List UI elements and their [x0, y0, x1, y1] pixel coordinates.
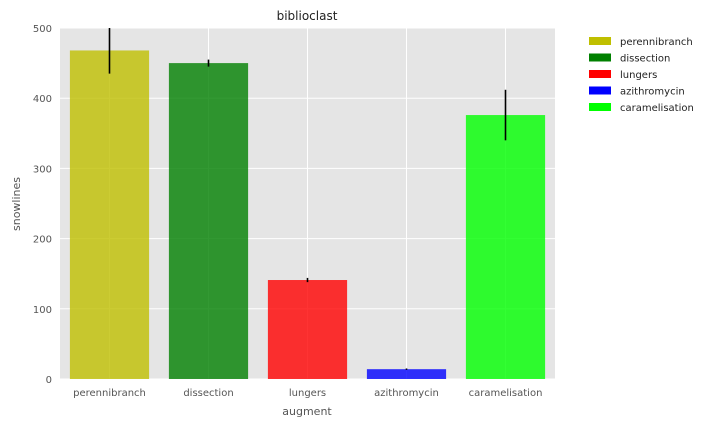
legend-swatch — [589, 53, 611, 62]
legend-label: lungers — [620, 70, 657, 81]
y-tick-label: 400 — [33, 94, 52, 105]
legend-swatch — [589, 86, 611, 95]
legend: perennibranch dissection lungers azithromyc… — [589, 37, 694, 114]
x-tick-label: caramelisation — [469, 388, 543, 399]
bars — [69, 50, 546, 380]
legend-label: dissection — [620, 54, 670, 65]
legend-label: perennibranch — [620, 37, 693, 48]
legend-swatch — [589, 37, 611, 45]
y-axis-label: snowlines — [10, 177, 23, 231]
x-tick-label: lungers — [289, 388, 326, 399]
y-tick-label: 0 — [46, 375, 52, 386]
y-tick-label: 500 — [33, 24, 52, 35]
legend-label: caramelisation — [620, 103, 694, 114]
bar-caramelisation — [465, 115, 546, 379]
error-bars — [108, 28, 507, 370]
bar-dissection — [168, 63, 249, 379]
x-tick-labels: perennibranch dissection lungers azithromyc… — [73, 388, 542, 399]
x-tick-label: dissection — [183, 388, 233, 399]
bar-azithromycin — [366, 369, 447, 379]
legend-swatch — [589, 103, 611, 111]
legend-label: azithromycin — [620, 87, 685, 98]
y-tick-label: 300 — [33, 164, 52, 175]
y-tick-label: 200 — [33, 235, 52, 246]
legend-swatch — [589, 70, 611, 78]
bar-perennibranch — [69, 50, 150, 380]
y-tick-labels: 0 100 200 300 400 500 — [33, 24, 52, 386]
x-axis-label: augment — [282, 405, 332, 418]
y-tick-label: 100 — [33, 305, 52, 316]
chart-title: biblioclast — [277, 9, 338, 23]
x-tick-label: perennibranch — [73, 388, 146, 399]
bar-lungers — [267, 280, 348, 379]
x-tick-label: azithromycin — [374, 388, 439, 399]
